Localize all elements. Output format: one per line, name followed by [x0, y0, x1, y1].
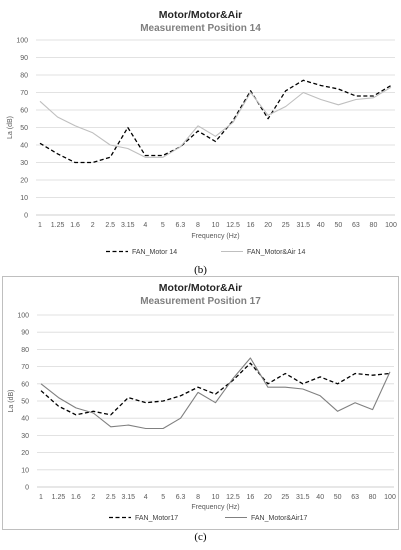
- y-tick-label: 0: [25, 485, 29, 492]
- y-tick-label: 40: [20, 143, 28, 150]
- x-tick-label: 63: [351, 494, 359, 501]
- x-tick-label: 2: [91, 222, 95, 229]
- x-tick-label: 8: [196, 494, 200, 501]
- y-tick-label: 70: [20, 90, 28, 97]
- x-tick-label: 16: [247, 494, 255, 501]
- y-tick-label: 10: [20, 195, 28, 202]
- x-tick-label: 3.15: [121, 494, 135, 501]
- x-tick-label: 80: [369, 494, 377, 501]
- x-tick-label: 20: [264, 494, 272, 501]
- series-line-2: [40, 357, 391, 430]
- x-tick-label: 1.25: [52, 494, 66, 501]
- x-tick-label: 31.5: [296, 222, 310, 229]
- y-tick-label: 100: [17, 313, 29, 320]
- y-tick-label: 30: [20, 160, 28, 167]
- y-tick-label: 90: [20, 55, 28, 62]
- x-tick-label: 5: [161, 222, 165, 229]
- series-line-1: [40, 362, 391, 416]
- x-tick-label: 10: [212, 494, 220, 501]
- x-tick-label: 50: [334, 222, 342, 229]
- chart-title: Motor/Motor&Air: [159, 282, 242, 294]
- x-tick-label: 40: [317, 222, 325, 229]
- y-axis-label: La (dB): [7, 116, 14, 139]
- x-tick-label: 3.15: [121, 222, 135, 229]
- x-tick-label: 10: [212, 222, 220, 229]
- legend-label-1: FAN_Motor 14: [132, 249, 177, 256]
- x-tick-label: 2: [91, 494, 95, 501]
- x-tick-label: 2.5: [105, 222, 115, 229]
- x-tick-label: 1.6: [71, 494, 81, 501]
- y-tick-label: 0: [24, 213, 28, 220]
- x-tick-label: 50: [334, 494, 342, 501]
- y-tick-label: 60: [20, 108, 28, 115]
- y-tick-label: 80: [20, 73, 28, 80]
- y-tick-label: 50: [20, 125, 28, 132]
- caption-b: (b): [194, 264, 207, 276]
- x-tick-label: 8: [196, 222, 200, 229]
- y-tick-label: 50: [21, 399, 29, 406]
- chart-panel-position-17: Motor/Motor&Air Measurement Position 17 0 1…: [2, 276, 399, 530]
- legend-label-1: FAN_Motor17: [135, 515, 178, 522]
- x-tick-label: 6.3: [176, 222, 186, 229]
- x-tick-label: 1: [38, 222, 42, 229]
- x-tick-label: 4: [143, 222, 147, 229]
- x-tick-label: 1.6: [70, 222, 80, 229]
- x-tick-label: 16: [247, 222, 255, 229]
- chart-subtitle: Measurement Position 14: [140, 23, 261, 34]
- x-tick-label: 1: [39, 494, 43, 501]
- x-tick-label: 31.5: [296, 494, 310, 501]
- y-tick-label: 100: [16, 38, 28, 45]
- y-tick-label: 90: [21, 330, 29, 337]
- x-tick-label: 6.3: [176, 494, 186, 501]
- x-tick-label: 12.5: [226, 222, 240, 229]
- y-tick-label: 40: [21, 416, 29, 423]
- y-tick-label: 20: [20, 178, 28, 185]
- y-tick-label: 70: [21, 364, 29, 371]
- chart-svg: Motor/Motor&Air Measurement Position 17 0 1…: [8, 282, 396, 522]
- x-axis-label: Frequency (Hz): [191, 233, 239, 240]
- x-tick-label: 1.25: [51, 222, 65, 229]
- chart-panel-position-14: Motor/Motor&Air Measurement Position 14 0 1…: [2, 2, 399, 266]
- x-tick-label: 2.5: [106, 494, 116, 501]
- y-tick-label: 60: [21, 381, 29, 388]
- y-tick-label: 30: [21, 433, 29, 440]
- y-tick-label: 10: [21, 467, 29, 474]
- legend-label-2: FAN_Motor&Air 14: [247, 249, 305, 256]
- chart-title: Motor/Motor&Air: [159, 9, 242, 21]
- series-line-1: [39, 79, 392, 164]
- x-tick-label: 25: [282, 222, 290, 229]
- x-axis-label: Frequency (Hz): [191, 504, 239, 511]
- chart-subtitle: Measurement Position 17: [140, 296, 261, 307]
- x-tick-label: 63: [352, 222, 360, 229]
- y-axis-label: La (dB): [8, 390, 15, 413]
- x-tick-label: 5: [161, 494, 165, 501]
- y-tick-label: 20: [21, 450, 29, 457]
- series-line-2: [39, 86, 392, 158]
- x-tick-label: 100: [384, 494, 396, 501]
- legend-label-2: FAN_Motor&Air17: [251, 515, 308, 522]
- x-tick-label: 4: [144, 494, 148, 501]
- x-tick-label: 80: [370, 222, 378, 229]
- x-tick-label: 25: [281, 494, 289, 501]
- x-tick-label: 12.5: [226, 494, 240, 501]
- chart-svg: Motor/Motor&Air Measurement Position 14 0 1…: [7, 9, 397, 256]
- x-tick-label: 100: [385, 222, 397, 229]
- caption-c: (c): [194, 531, 207, 543]
- x-tick-label: 40: [316, 494, 324, 501]
- y-tick-label: 80: [21, 347, 29, 354]
- x-tick-label: 20: [264, 222, 272, 229]
